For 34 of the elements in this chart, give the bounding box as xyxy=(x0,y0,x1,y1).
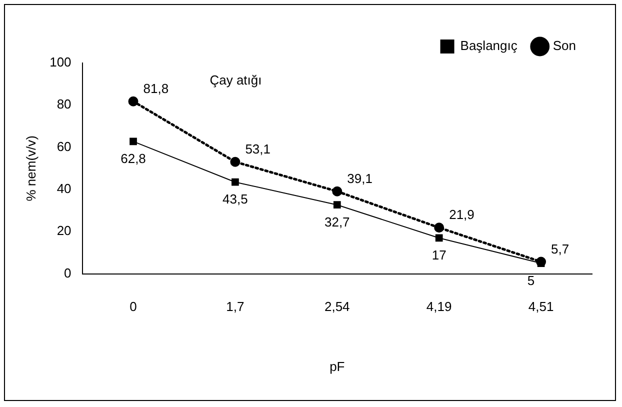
x-tick-label: 4,19 xyxy=(426,299,452,314)
y-tick-label: 80 xyxy=(56,96,72,112)
data-label: 17 xyxy=(432,248,446,263)
data-label: 43,5 xyxy=(222,192,248,207)
data-label: 81,8 xyxy=(143,80,169,96)
point xyxy=(130,138,137,146)
data-label: 21,9 xyxy=(449,207,474,222)
point xyxy=(128,96,138,106)
point xyxy=(333,201,341,209)
legend-label: Son xyxy=(552,38,576,54)
point xyxy=(332,186,342,196)
point xyxy=(434,222,444,233)
y-axis-title: % nem(v/v) xyxy=(23,136,38,202)
data-label: 5,7 xyxy=(551,241,570,256)
x-tick-label: 2,54 xyxy=(324,299,350,314)
point xyxy=(230,156,240,167)
data-label: 53,1 xyxy=(245,141,271,156)
x-axis-title: pF xyxy=(330,358,345,374)
data-label: 32,7 xyxy=(324,214,350,230)
x-tick-label: 0 xyxy=(130,299,137,314)
legend-label: Başlangıç xyxy=(460,38,518,54)
point xyxy=(435,234,443,242)
y-tick-label: 60 xyxy=(56,138,72,154)
data-label: 5 xyxy=(527,272,535,288)
y-tick-label: 40 xyxy=(56,181,72,196)
x-tick-label: 4,51 xyxy=(528,299,554,314)
y-tick-label: 20 xyxy=(56,223,72,238)
point xyxy=(232,178,239,186)
x-tick-label: 1,7 xyxy=(226,299,244,314)
y-tick-label: 0 xyxy=(64,265,72,280)
data-label: 39,1 xyxy=(347,170,372,186)
y-tick-label: 100 xyxy=(50,54,72,70)
data-label: 62,8 xyxy=(120,150,146,166)
text: Çay atığı xyxy=(210,72,262,88)
